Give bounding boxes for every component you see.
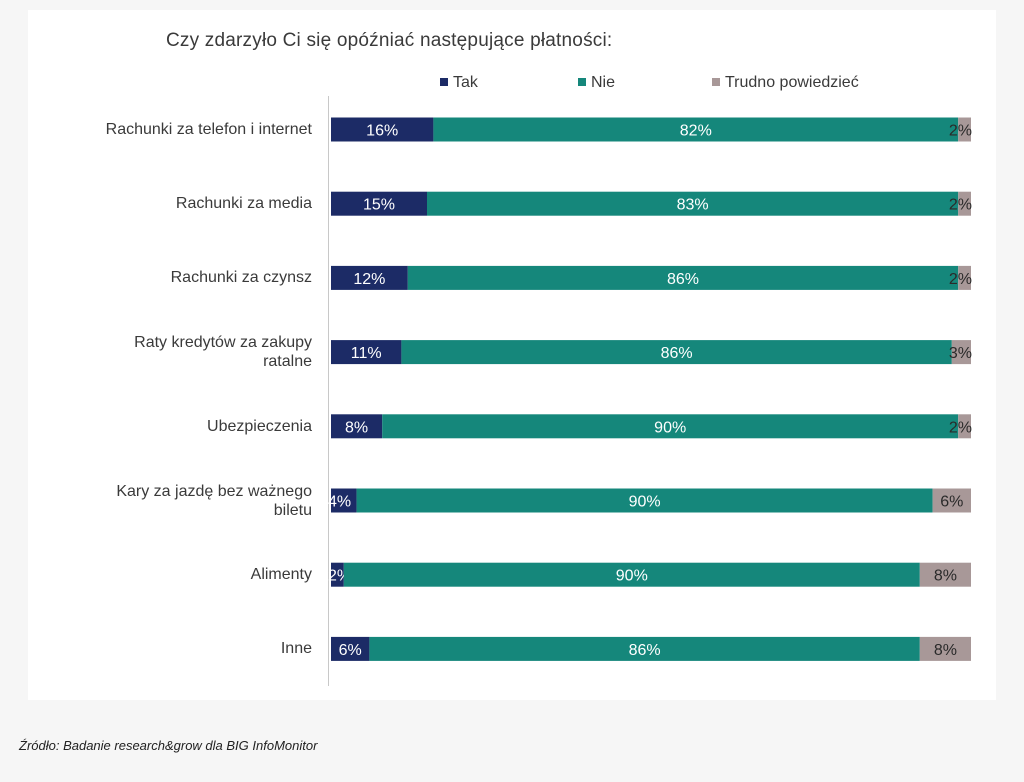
bar-segment-nie bbox=[356, 488, 933, 513]
bar-segment-tak bbox=[331, 340, 402, 365]
legend-label-tak: Tak bbox=[453, 74, 478, 91]
legend-label-nie: Nie bbox=[591, 74, 616, 91]
data-label-nie: 90% bbox=[616, 568, 648, 585]
bar-segment-nie bbox=[407, 265, 959, 290]
chart-title: Czy zdarzyło Ci się opóźniać następujące… bbox=[166, 30, 613, 51]
category-label: Alimenty bbox=[250, 566, 312, 584]
data-label-tak: 6% bbox=[339, 642, 362, 659]
bar-segment-nie bbox=[401, 340, 952, 365]
bar-segment-tak bbox=[331, 562, 344, 587]
legend-label-trudno: Trudno powiedzieć bbox=[725, 74, 859, 91]
category-label: Ubezpieczenia bbox=[207, 417, 312, 435]
category-label: Kary za jazdę bez ważnego biletu bbox=[116, 482, 312, 519]
data-label-tak: 4% bbox=[328, 494, 351, 511]
category-label: Rachunki za telefon i internet bbox=[105, 121, 312, 138]
legend-item-trudno: Trudno powiedzieć bbox=[712, 74, 859, 92]
bar-segment-trudno bbox=[958, 414, 971, 439]
bar-segment-trudno bbox=[958, 117, 971, 142]
data-label-nie: 83% bbox=[677, 197, 709, 214]
bar-segment-tak bbox=[331, 414, 383, 439]
bar-segment-trudno bbox=[958, 191, 971, 216]
data-label-tak: 12% bbox=[353, 271, 385, 288]
data-label-tak: 15% bbox=[363, 197, 395, 214]
data-label-trudno: 2% bbox=[949, 419, 972, 436]
legend-item-nie: Nie bbox=[578, 74, 615, 92]
category-label: Raty kredytów za zakupy ratalne bbox=[134, 334, 312, 371]
data-label-trudno: 2% bbox=[949, 197, 972, 214]
legend-swatch-trudno bbox=[712, 78, 720, 86]
data-label-nie: 86% bbox=[667, 271, 699, 288]
bar-segment-tak bbox=[331, 191, 427, 216]
bar-segment-trudno bbox=[951, 340, 971, 365]
data-label-nie: 86% bbox=[661, 345, 693, 362]
data-label-tak: 11% bbox=[351, 345, 382, 362]
bar-segment-trudno bbox=[958, 265, 971, 290]
data-label-trudno: 2% bbox=[949, 271, 972, 288]
bar-segment-tak bbox=[331, 265, 408, 290]
category-label: Inne bbox=[280, 640, 312, 658]
chart-legend: Tak Nie Trudno powiedzieć bbox=[0, 74, 1024, 96]
legend-item-tak: Tak bbox=[440, 74, 478, 92]
bar-segment-tak bbox=[331, 636, 370, 661]
bar-segment-nie bbox=[343, 562, 920, 587]
bar-segment-tak bbox=[331, 117, 434, 142]
data-label-tak: 8% bbox=[345, 419, 368, 436]
data-label-trudno: 8% bbox=[934, 568, 957, 585]
data-label-trudno: 8% bbox=[934, 642, 957, 659]
source-note: Źródło: Badanie research&grow dla BIG In… bbox=[19, 738, 318, 753]
data-label-trudno: 6% bbox=[940, 494, 963, 511]
category-label: Rachunki za czynsz bbox=[170, 269, 312, 287]
bar-segment-trudno bbox=[919, 562, 971, 587]
legend-swatch-nie bbox=[578, 78, 586, 86]
data-label-nie: 82% bbox=[680, 123, 712, 140]
bar-segment-trudno bbox=[932, 488, 971, 513]
bar-segment-nie bbox=[369, 636, 920, 661]
bar-segment-nie bbox=[382, 414, 959, 439]
data-label-tak: 16% bbox=[366, 123, 398, 140]
data-label-nie: 90% bbox=[654, 419, 686, 436]
data-label-nie: 86% bbox=[629, 642, 661, 659]
category-label: Rachunki za media bbox=[175, 195, 312, 213]
bar-segment-trudno bbox=[919, 636, 971, 661]
legend-swatch-tak bbox=[440, 78, 448, 86]
category-axis-line bbox=[328, 96, 329, 686]
bar-segment-tak bbox=[331, 488, 357, 513]
bar-segment-nie bbox=[433, 117, 959, 142]
bar-segment-nie bbox=[427, 191, 959, 216]
data-label-nie: 90% bbox=[629, 494, 661, 511]
data-label-trudno: 2% bbox=[949, 123, 972, 140]
data-label-trudno: 3% bbox=[949, 345, 972, 362]
